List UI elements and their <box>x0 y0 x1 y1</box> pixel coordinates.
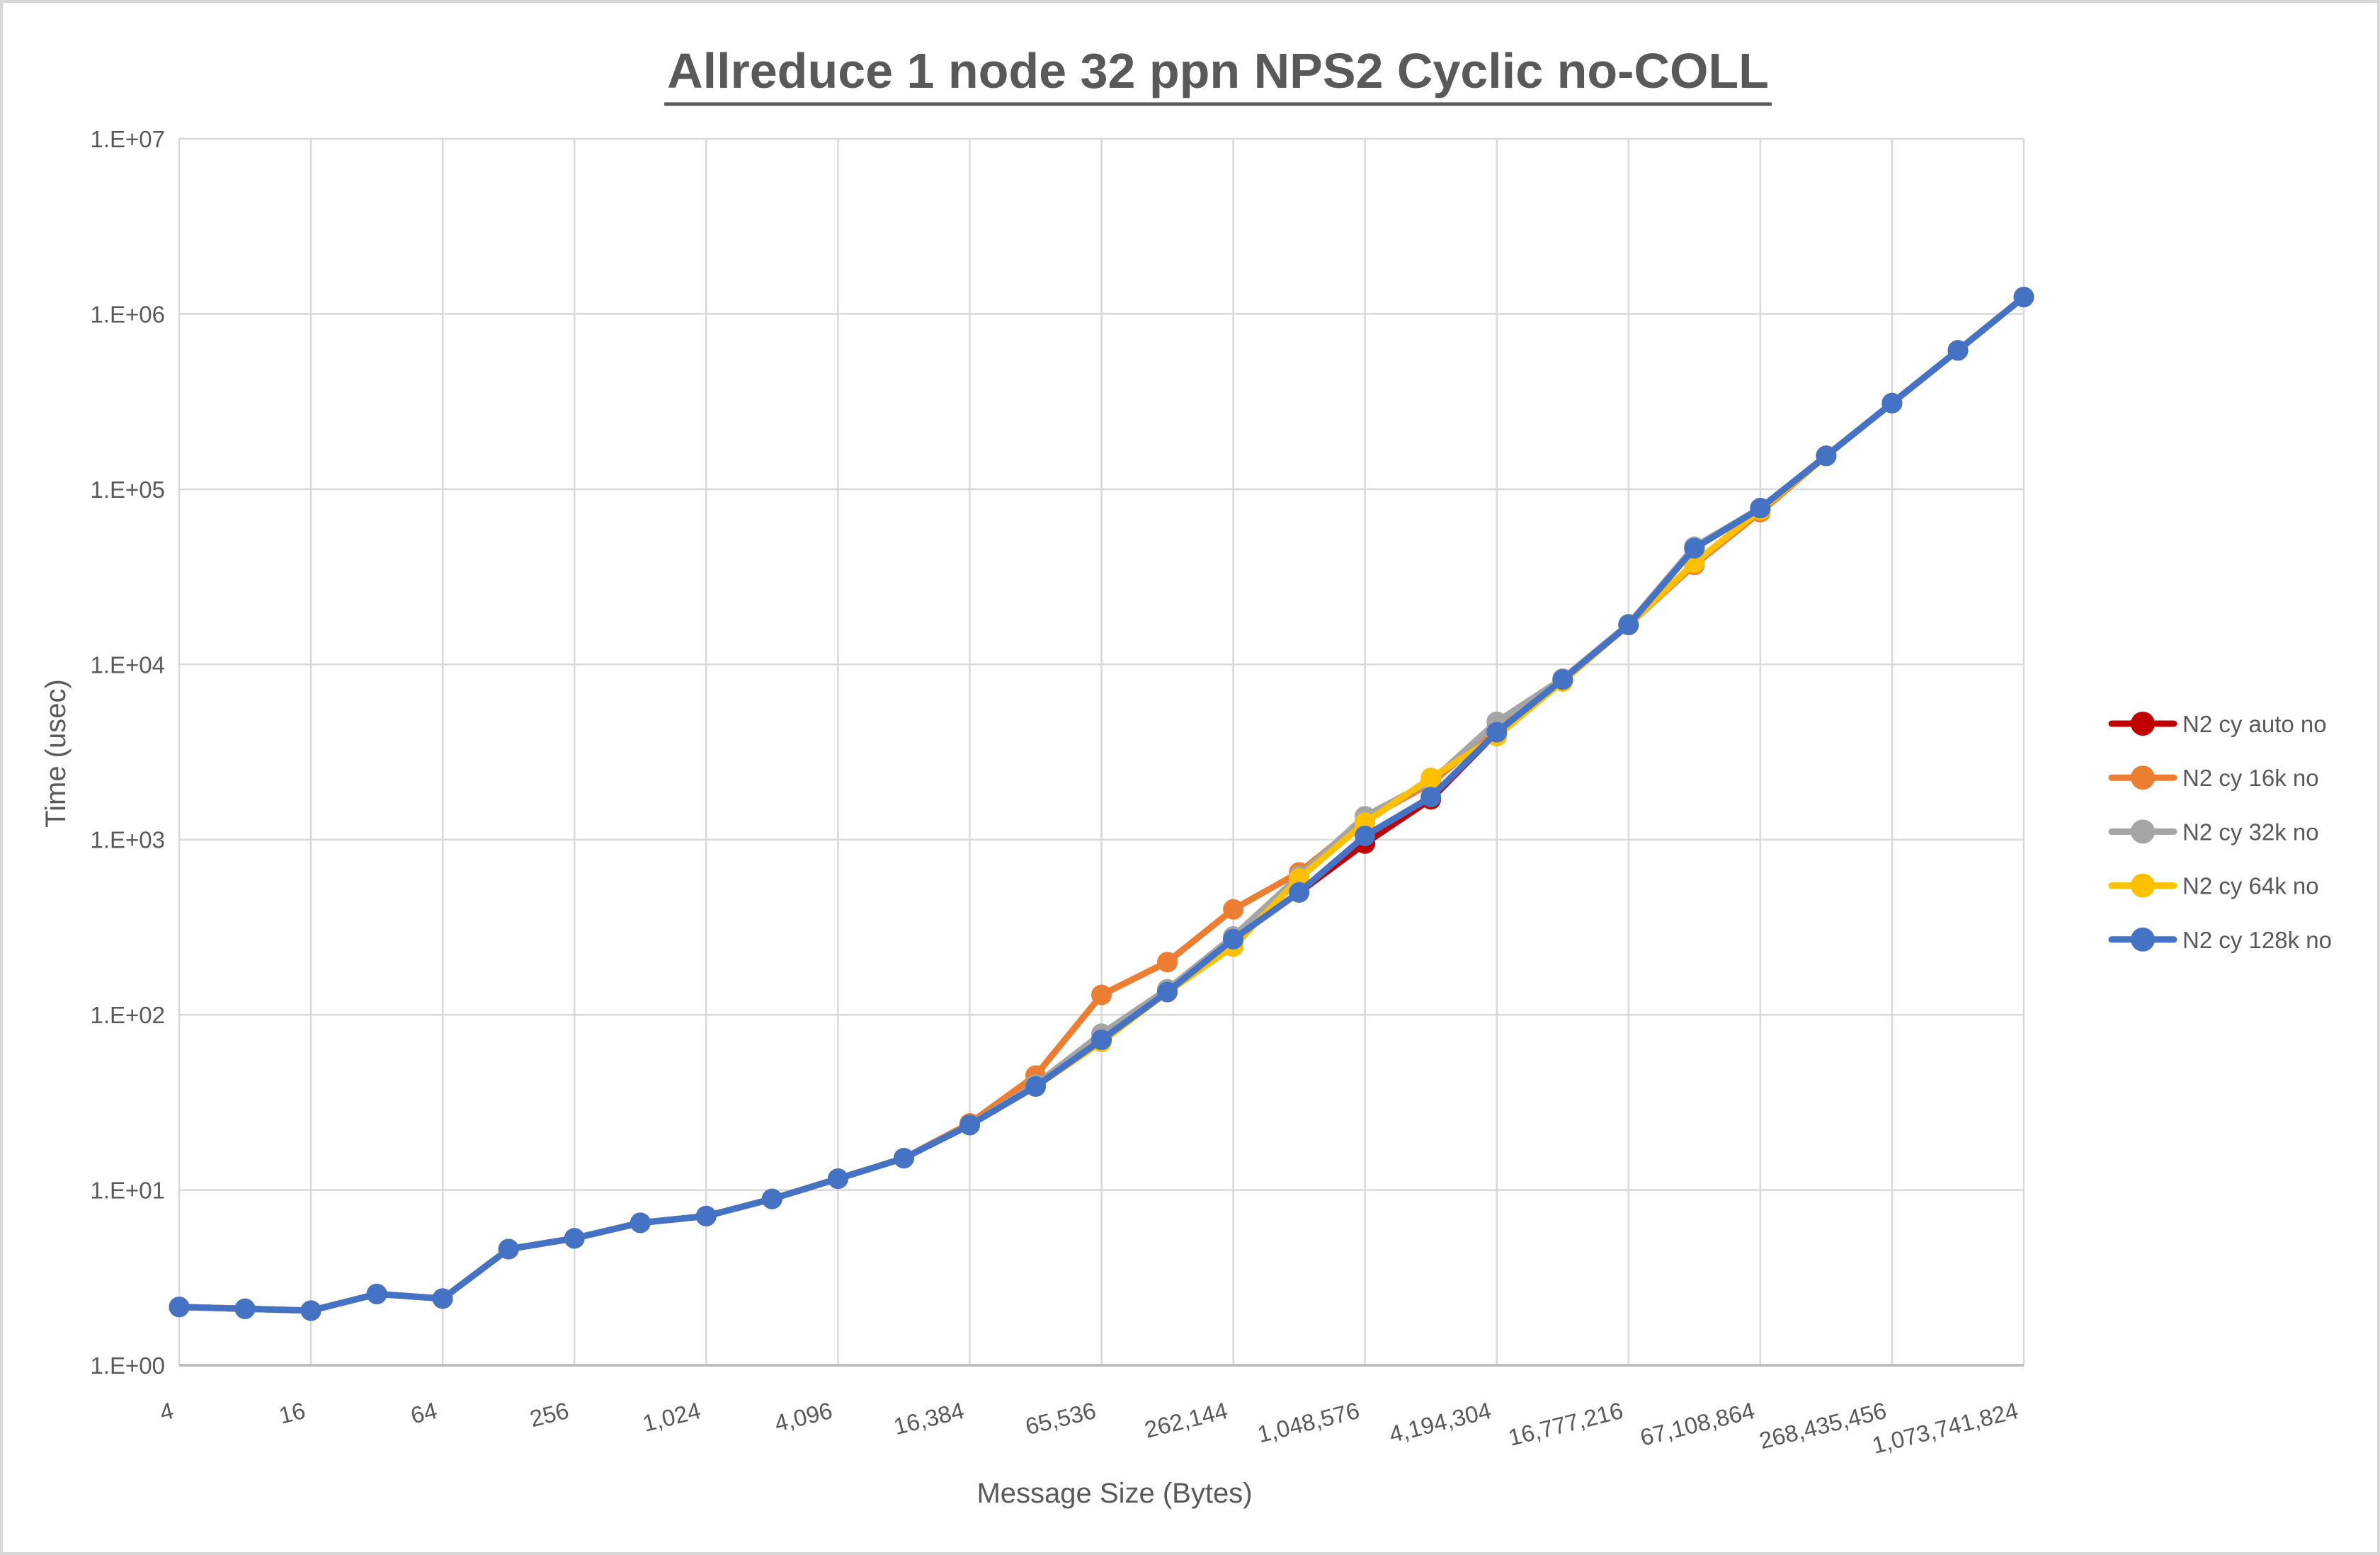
data-point <box>2013 287 2034 307</box>
legend-label: N2 cy auto no <box>2182 711 2327 737</box>
legend-label: N2 cy 64k no <box>2182 873 2319 899</box>
data-point <box>1618 615 1639 635</box>
series-layer <box>169 287 2034 1321</box>
data-point <box>366 1283 387 1304</box>
legend-item-n2-cy-64k-no: N2 cy 64k no <box>2108 873 2319 899</box>
data-point <box>1223 899 1244 920</box>
data-point <box>1157 981 1178 1003</box>
data-point <box>1420 768 1442 789</box>
x-tick-label: 4 <box>157 1397 176 1425</box>
legend-label: N2 cy 16k no <box>2182 765 2319 791</box>
data-point <box>300 1300 321 1321</box>
data-point <box>1420 787 1442 808</box>
x-tick-label: 16,384 <box>891 1397 967 1440</box>
x-tick-label: 64 <box>408 1397 440 1429</box>
y-tick-label: 1.E+07 <box>90 126 165 152</box>
legend-marker <box>2131 819 2155 844</box>
chart-title: Allreduce 1 node 32 ppn NPS2 Cyclic no-C… <box>667 43 1769 98</box>
data-point <box>893 1148 914 1169</box>
x-axis-title: Message Size (Bytes) <box>977 1478 1252 1509</box>
legend-marker <box>2131 712 2155 736</box>
y-tick-label: 1.E+03 <box>90 827 165 853</box>
y-tick-label: 1.E+01 <box>90 1178 165 1204</box>
x-tick-label: 16 <box>276 1397 308 1429</box>
y-tick-label: 1.E+00 <box>90 1352 165 1379</box>
x-tick-label: 1,024 <box>640 1397 703 1437</box>
data-point <box>1289 882 1310 903</box>
x-tick-label: 268,435,456 <box>1757 1397 1889 1454</box>
data-point <box>1223 928 1244 950</box>
data-point <box>1816 445 1837 467</box>
data-point <box>1947 340 1969 361</box>
legend-item-n2-cy-16k-no: N2 cy 16k no <box>2108 765 2319 791</box>
data-point <box>564 1228 585 1249</box>
legend-marker <box>2131 927 2155 952</box>
legend-label: N2 cy 128k no <box>2182 927 2332 953</box>
legend-item-n2-cy-128k-no: N2 cy 128k no <box>2108 927 2332 953</box>
data-point <box>630 1212 651 1234</box>
legend-label: N2 cy 32k no <box>2182 819 2319 845</box>
data-point <box>959 1115 980 1136</box>
legend-item-n2-cy-auto-no: N2 cy auto no <box>2108 711 2327 737</box>
x-tick-label: 67,108,864 <box>1637 1397 1757 1451</box>
y-axis-title: Time (usec) <box>40 679 72 828</box>
x-tick-label: 16,777,216 <box>1505 1397 1625 1451</box>
data-point <box>761 1188 782 1209</box>
data-point <box>1091 984 1112 1006</box>
legend: N2 cy auto no N2 cy 16k no N2 cy 32k no N2 … <box>2108 711 2332 953</box>
x-tick-label: 4,194,304 <box>1387 1397 1493 1447</box>
data-point <box>1684 537 1705 559</box>
data-point <box>234 1298 256 1319</box>
grid-layer <box>178 137 2025 1367</box>
allreduce-line-chart: 1.E+00 1.E+01 1.E+02 1.E+03 1.E+04 1.E+05 1.E+… <box>40 43 2332 1509</box>
data-point <box>1355 826 1376 846</box>
data-point <box>1750 498 1771 519</box>
data-point <box>1881 392 1903 414</box>
y-tick-label: 1.E+02 <box>90 1002 165 1028</box>
data-point <box>1091 1029 1112 1050</box>
x-tick-label: 4,096 <box>772 1397 835 1437</box>
x-tick-label: 65,536 <box>1023 1397 1098 1440</box>
legend-marker <box>2131 873 2155 898</box>
data-point <box>169 1297 190 1318</box>
data-point <box>1157 952 1178 973</box>
data-point <box>827 1168 848 1190</box>
x-tick-label: 262,144 <box>1142 1397 1231 1443</box>
data-point <box>1486 722 1508 743</box>
x-tick-label: 1,048,576 <box>1255 1397 1362 1447</box>
data-point <box>432 1288 453 1309</box>
y-tick-label: 1.E+06 <box>90 301 165 327</box>
y-tick-label: 1.E+04 <box>90 651 165 678</box>
legend-item-n2-cy-32k-no: N2 cy 32k no <box>2108 819 2319 845</box>
data-point <box>1025 1076 1046 1097</box>
x-tick-label: 1,073,741,824 <box>1869 1397 2021 1459</box>
ticks-layer: 1.E+00 1.E+01 1.E+02 1.E+03 1.E+04 1.E+05 1.E+… <box>90 126 2020 1459</box>
data-point <box>1552 669 1573 690</box>
y-tick-label: 1.E+05 <box>90 477 165 503</box>
data-point <box>695 1205 717 1226</box>
series-n2-cy-128k-no <box>169 287 2034 1321</box>
legend-marker <box>2131 765 2155 790</box>
data-point <box>498 1238 519 1260</box>
x-tick-label: 256 <box>528 1397 571 1432</box>
